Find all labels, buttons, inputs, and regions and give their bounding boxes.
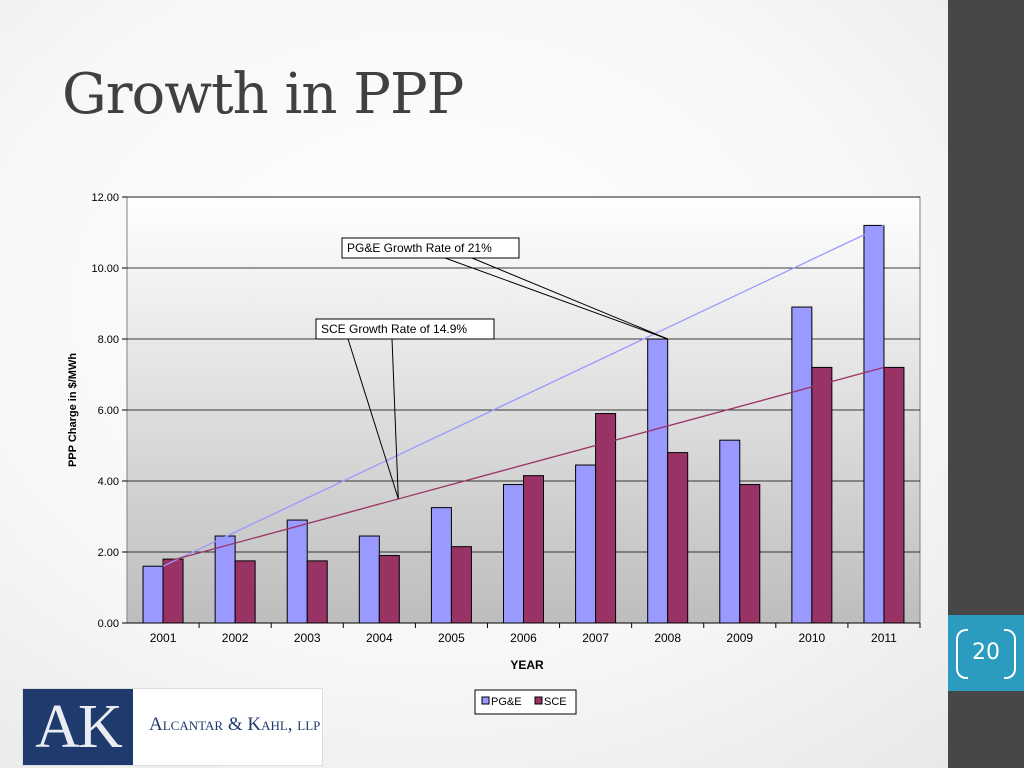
- y-tick-label: 12.00: [91, 192, 119, 204]
- legend-label: PG&E: [491, 696, 522, 708]
- bar-sce-2007: [595, 413, 617, 624]
- x-tick-label: 2003: [294, 631, 321, 645]
- bar-sce-2008: [667, 452, 689, 624]
- bar-pge-2011: [863, 224, 885, 624]
- x-axis-label: YEAR: [510, 658, 544, 672]
- legend-box: [474, 689, 577, 715]
- bar-sce-2011: [883, 366, 905, 624]
- trendline-sce: [162, 366, 885, 564]
- page-number-badge: 20: [948, 615, 1024, 691]
- bar-sce-2005: [450, 546, 472, 624]
- x-tick-label: 2007: [582, 631, 609, 645]
- bar-pge-2006: [503, 484, 524, 624]
- annotation-leader-line: [347, 338, 399, 499]
- bar-sce-2002: [234, 560, 256, 624]
- ppp-growth-chart: 0.00 2.00 4.00 6.00 8.00 10.00 12.00 2001 2002 20…: [67, 192, 921, 715]
- x-tick-label: 2004: [366, 631, 393, 645]
- annotation-box: [315, 318, 495, 340]
- trendline-pge: [162, 224, 885, 567]
- legend-label: SCE: [544, 696, 567, 708]
- annotation-leader-line: [444, 257, 668, 340]
- logo-mark: AK: [23, 689, 133, 765]
- bar-pge-2002: [214, 535, 236, 624]
- x-tick-label: 2010: [799, 631, 826, 645]
- y-tick-label: 0.00: [98, 618, 119, 630]
- page-number: 20: [972, 640, 1000, 665]
- bar-sce-2001: [162, 558, 184, 624]
- left-bracket-icon: [956, 629, 968, 679]
- x-tick-label: 2002: [222, 631, 249, 645]
- bar-pge-2001: [142, 565, 164, 624]
- x-tick-label: 2001: [150, 631, 177, 645]
- logo-firm-name: Alcantar & Kahl, llp: [149, 714, 321, 735]
- legend-swatch-sce: [534, 696, 543, 705]
- bar-pge-2007: [575, 464, 597, 624]
- annotation-leader-line: [471, 257, 668, 340]
- x-tick-label: 2009: [726, 631, 753, 645]
- bar-pge-2008: [647, 338, 669, 624]
- legend-swatch-pge: [481, 696, 490, 705]
- bar-sce-2006: [523, 475, 544, 624]
- bar-pge-2009: [719, 439, 741, 624]
- bar-pge-2004: [358, 535, 380, 624]
- bar-sce-2010: [811, 366, 833, 624]
- annotation-leader-line: [391, 338, 399, 499]
- y-tick-label: 6.00: [98, 405, 119, 417]
- slide-title: Growth in PPP: [62, 62, 464, 127]
- x-tick-label: 2011: [871, 631, 897, 645]
- y-tick-label: 4.00: [98, 476, 119, 488]
- x-tick-label: 2008: [654, 631, 681, 645]
- annotation-label: PG&E Growth Rate of 21%: [347, 241, 492, 255]
- x-tick-label: 2005: [438, 631, 465, 645]
- bar-sce-2003: [306, 560, 328, 624]
- bar-pge-2010: [791, 306, 813, 624]
- annotation-label: SCE Growth Rate of 14.9%: [321, 322, 467, 336]
- x-tick-label: 2006: [510, 631, 537, 645]
- right-bracket-icon: [1004, 629, 1016, 679]
- y-tick-label: 2.00: [98, 547, 119, 559]
- y-tick-label: 8.00: [98, 334, 119, 346]
- y-tick-label: 10.00: [91, 263, 119, 275]
- bar-pge-2005: [430, 507, 452, 624]
- bar-sce-2004: [378, 555, 400, 624]
- bar-pge-2003: [286, 519, 308, 624]
- y-axis-label: PPP Charge in $/MWh: [67, 353, 79, 467]
- annotation-box: [341, 237, 520, 259]
- bar-sce-2009: [739, 484, 761, 624]
- firm-logo: AK Alcantar & Kahl, llp: [22, 688, 323, 766]
